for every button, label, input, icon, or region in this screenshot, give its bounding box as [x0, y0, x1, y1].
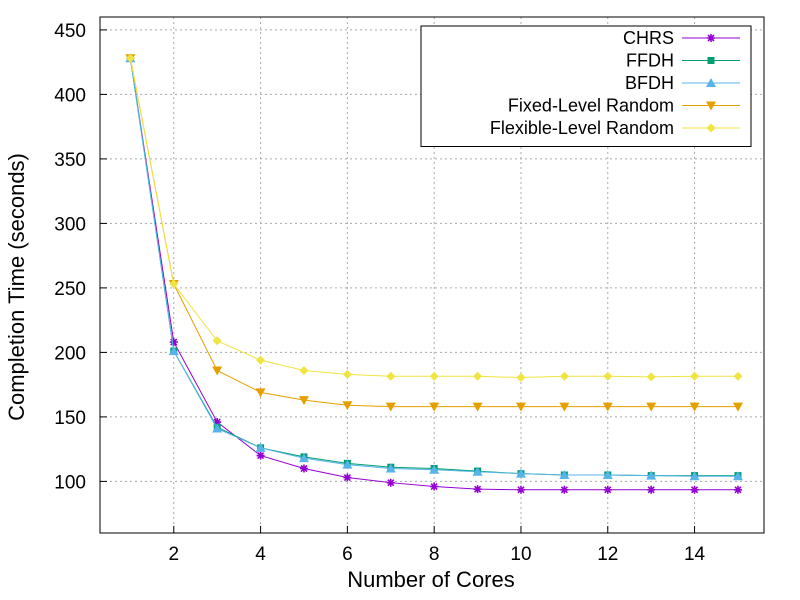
- y-axis-title: Completion Time (seconds): [4, 153, 29, 421]
- data-point: [168, 346, 179, 356]
- data-point: [690, 485, 699, 494]
- data-series: [125, 53, 743, 494]
- data-point: [732, 471, 743, 481]
- legend-label: Fixed-Level Random: [508, 96, 674, 116]
- data-point: [255, 388, 266, 398]
- data-point: [690, 371, 700, 381]
- data-point: [342, 369, 352, 379]
- x-tick-label: 4: [255, 544, 266, 565]
- data-point: [429, 402, 440, 412]
- data-point: [385, 402, 396, 412]
- y-tick-label: 250: [54, 279, 86, 300]
- data-point: [386, 478, 395, 487]
- data-point: [472, 466, 483, 476]
- data-point: [560, 485, 569, 494]
- data-point: [430, 482, 439, 491]
- data-point: [429, 464, 440, 474]
- data-point: [602, 469, 613, 479]
- data-point: [299, 464, 308, 473]
- data-point: [646, 402, 657, 412]
- y-tick-label: 150: [54, 408, 86, 429]
- x-tick-label: 2: [168, 544, 179, 565]
- axis-ticks: 2 4 6 8 10 12 14 100 150 200 250 300 350 400 450: [54, 21, 705, 565]
- x-tick-label: 8: [429, 544, 440, 565]
- legend-marker: [706, 123, 716, 133]
- data-point: [298, 396, 309, 406]
- data-point: [559, 371, 569, 381]
- data-point: [472, 402, 483, 412]
- data-point: [603, 485, 612, 494]
- legend-box: [420, 25, 752, 147]
- data-point: [343, 473, 352, 482]
- x-tick-label: 12: [597, 544, 618, 565]
- data-point: [646, 470, 657, 480]
- y-tick-label: 200: [54, 343, 86, 364]
- data-point: [646, 372, 656, 382]
- legend-marker: [707, 57, 715, 64]
- data-point: [299, 365, 309, 375]
- series-3: [125, 54, 743, 412]
- data-point: [385, 463, 396, 473]
- data-point: [603, 371, 613, 381]
- data-point: [473, 371, 483, 381]
- data-point: [342, 459, 353, 469]
- data-point: [733, 371, 743, 381]
- data-point: [732, 402, 743, 412]
- data-point: [212, 336, 222, 346]
- data-point: [733, 485, 742, 494]
- data-point: [689, 471, 700, 481]
- data-point: [212, 366, 223, 376]
- data-point: [386, 371, 396, 381]
- series-4: [125, 53, 743, 383]
- data-point: [473, 485, 482, 494]
- legend-label: Flexible-Level Random: [490, 118, 674, 138]
- y-tick-label: 450: [54, 21, 86, 42]
- data-point: [256, 355, 266, 365]
- data-point: [256, 451, 265, 460]
- legend-marker: [706, 101, 716, 111]
- data-point: [298, 453, 309, 463]
- data-point: [689, 402, 700, 412]
- y-tick-label: 300: [54, 214, 86, 235]
- data-point: [516, 373, 526, 383]
- data-point: [169, 279, 179, 289]
- data-point: [342, 401, 353, 411]
- data-point: [602, 402, 613, 412]
- legend-label: BFDH: [625, 73, 674, 93]
- data-point: [429, 371, 439, 381]
- data-point: [516, 485, 525, 494]
- y-tick-label: 100: [54, 472, 86, 493]
- x-tick-label: 6: [342, 544, 353, 565]
- data-point: [515, 468, 526, 478]
- series-2: [125, 53, 743, 481]
- data-point: [212, 423, 223, 433]
- legend-label: CHRS: [623, 28, 674, 48]
- plot-frame: [99, 16, 765, 534]
- y-tick-label: 350: [54, 150, 86, 171]
- x-tick-label: 14: [684, 544, 706, 565]
- x-axis-title: Number of Cores: [347, 567, 515, 592]
- y-tick-label: 400: [54, 85, 86, 106]
- data-point: [559, 469, 570, 479]
- data-point: [515, 402, 526, 412]
- data-point: [169, 338, 178, 347]
- x-tick-label: 10: [510, 544, 531, 565]
- data-point: [559, 402, 570, 412]
- legend-marker: [707, 34, 715, 42]
- data-point: [125, 53, 135, 63]
- data-point: [647, 485, 656, 494]
- data-point: [255, 442, 266, 452]
- data-point: [213, 418, 222, 427]
- legend-marker: [706, 78, 716, 87]
- legend-label: FFDH: [626, 51, 674, 71]
